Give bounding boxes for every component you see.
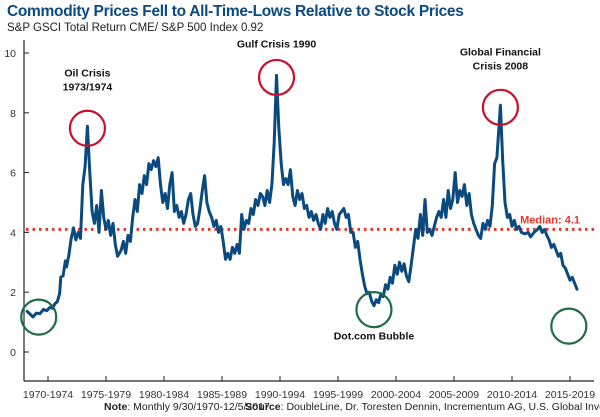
chart-title: Commodity Prices Fell to All-Time-Lows R…: [7, 3, 464, 20]
y-tick-label: 8: [10, 108, 16, 120]
x-tick-label: 1985-1989: [197, 389, 247, 401]
annotation-circle: [257, 58, 296, 97]
y-tick-label: 10: [4, 48, 16, 60]
annotations: Oil Crisis 1973/1974 Gulf Crisis 1990 Globa…: [20, 38, 588, 345]
annotation-circle: [20, 298, 58, 336]
source-label: Source: [245, 401, 281, 413]
annotation-circle: [550, 307, 588, 345]
annotation-label: Oil Crisis: [64, 67, 110, 79]
x-tick-label: 1990-1994: [255, 389, 305, 401]
x-tick-label: 1995-1999: [313, 389, 363, 401]
x-tick-label: 2010-2014: [487, 389, 537, 401]
annotation-label: Global Financial: [460, 46, 541, 58]
axes: [23, 40, 594, 382]
ticks: 0 2 4 6 8 10 1970-1974 1975-1979 1980-1984 1985-1…: [4, 48, 595, 401]
annotation-label: Gulf Crisis 1990: [237, 38, 317, 50]
median-label: Median: 4.1: [520, 214, 580, 226]
annotation-circle: [481, 88, 519, 126]
x-tick-label: 1980-1984: [139, 389, 189, 401]
x-tick-label: 1975-1979: [81, 389, 131, 401]
annotation-label: 1973/1974: [63, 81, 113, 93]
note: Note: Monthly 9/30/1970-12/5/2017: [104, 401, 270, 413]
annotation-circle: [68, 109, 107, 147]
annotation-label: Dot.com Bubble: [334, 331, 415, 343]
note-text: : Monthly 9/30/1970-12/5/2017: [127, 401, 270, 413]
y-tick-label: 0: [10, 347, 16, 359]
x-tick-label: 1970-1974: [23, 389, 73, 401]
series-line: [25, 73, 579, 319]
note-label: Note: [104, 401, 128, 413]
annotation-label: Crisis 2008: [473, 60, 529, 72]
x-tick-label: 2005-2009: [429, 389, 479, 401]
y-tick-label: 6: [10, 168, 16, 180]
annotation-circle: [355, 291, 393, 329]
x-tick-label: 2015-2019: [545, 389, 595, 401]
source-text: : DoubleLine, Dr. Toresten Dennin, Incre…: [280, 401, 600, 413]
source: Source: DoubleLine, Dr. Toresten Dennin,…: [245, 401, 600, 413]
y-tick-label: 2: [10, 287, 16, 299]
x-tick-label: 2000-2004: [371, 389, 421, 401]
y-tick-label: 4: [10, 227, 16, 239]
chart-subtitle: S&P GSCI Total Return CME/ S&P 500 Index…: [7, 22, 264, 34]
